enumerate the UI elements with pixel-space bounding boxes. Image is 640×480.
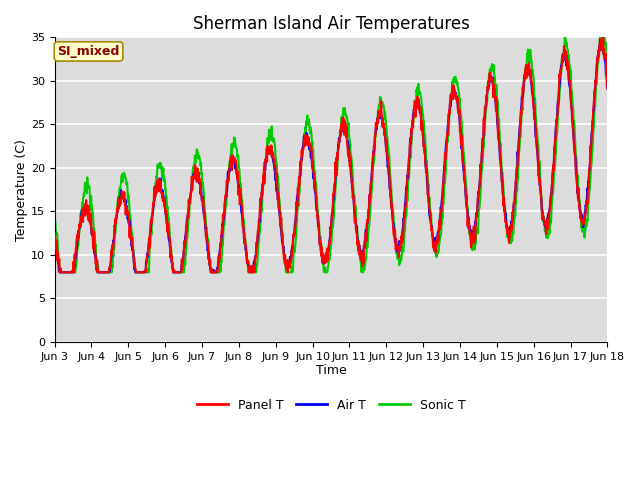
Legend: Panel T, Air T, Sonic T: Panel T, Air T, Sonic T (191, 394, 470, 417)
Air T (538, 210, 546, 216)
Panel T (236, 202, 244, 207)
Panel T (417, 113, 425, 119)
Air T (174, 269, 182, 275)
Sonic T (51, 217, 58, 223)
Line: Sonic T: Sonic T (54, 37, 607, 272)
Sonic T (561, 35, 568, 40)
Air T (490, 82, 497, 88)
Panel T (490, 95, 497, 100)
Title: Sherman Island Air Temperatures: Sherman Island Air Temperatures (193, 15, 470, 33)
Sonic T (604, 62, 611, 68)
Air T (596, 37, 604, 43)
Air T (56, 269, 63, 275)
Panel T (51, 240, 58, 246)
Air T (51, 233, 58, 239)
Panel T (174, 269, 182, 275)
Air T (161, 199, 168, 205)
Panel T (604, 85, 611, 91)
Line: Air T: Air T (54, 40, 607, 272)
Line: Panel T: Panel T (54, 37, 607, 272)
Sonic T (417, 96, 425, 101)
Air T (417, 116, 425, 122)
Panel T (161, 204, 168, 209)
Sonic T (490, 68, 497, 73)
Air T (236, 192, 244, 198)
Panel T (56, 269, 63, 275)
Y-axis label: Temperature (C): Temperature (C) (15, 139, 28, 240)
Text: SI_mixed: SI_mixed (58, 45, 120, 58)
Sonic T (538, 206, 546, 212)
Air T (604, 85, 611, 91)
Panel T (600, 35, 607, 40)
Sonic T (174, 269, 182, 275)
Sonic T (56, 269, 64, 275)
Sonic T (236, 174, 244, 180)
X-axis label: Time: Time (316, 364, 346, 377)
Panel T (538, 216, 546, 222)
Sonic T (161, 178, 168, 183)
